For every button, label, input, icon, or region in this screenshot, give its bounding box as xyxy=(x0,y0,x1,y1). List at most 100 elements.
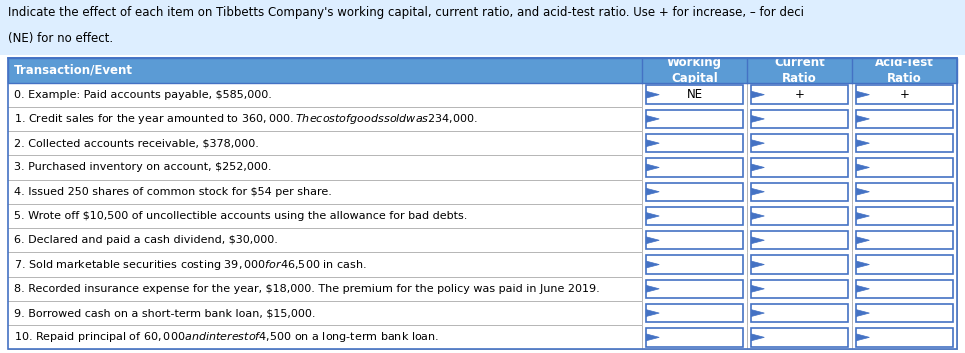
Bar xyxy=(647,134,743,152)
Text: 2. Collected accounts receivable, $378,000.: 2. Collected accounts receivable, $378,0… xyxy=(14,138,259,148)
Bar xyxy=(752,231,848,250)
Polygon shape xyxy=(647,164,659,171)
Polygon shape xyxy=(647,334,659,341)
Bar xyxy=(856,110,953,128)
Bar xyxy=(752,304,848,322)
Bar xyxy=(8,228,957,252)
Bar xyxy=(747,277,852,301)
Polygon shape xyxy=(647,115,659,122)
Bar xyxy=(752,328,848,347)
Bar xyxy=(852,325,957,349)
Text: NE: NE xyxy=(686,88,703,101)
Polygon shape xyxy=(752,189,764,195)
Text: 10. Repaid principal of $60,000 and interest of $4,500 on a long-term bank loan.: 10. Repaid principal of $60,000 and inte… xyxy=(14,330,439,344)
Bar xyxy=(8,83,957,107)
Bar xyxy=(852,107,957,131)
Polygon shape xyxy=(752,164,764,171)
Bar xyxy=(747,107,852,131)
Bar xyxy=(642,83,747,107)
Bar xyxy=(852,131,957,155)
Bar xyxy=(8,58,957,83)
Bar xyxy=(8,58,957,349)
Text: Transaction/Event: Transaction/Event xyxy=(14,64,132,77)
Polygon shape xyxy=(647,285,659,292)
Bar xyxy=(747,204,852,228)
Bar xyxy=(752,207,848,225)
Text: 8. Recorded insurance expense for the year, $18,000. The premium for the policy : 8. Recorded insurance expense for the ye… xyxy=(14,284,599,294)
Bar xyxy=(747,83,852,107)
Bar xyxy=(647,304,743,322)
Bar xyxy=(856,85,953,104)
Bar xyxy=(852,83,957,107)
Bar xyxy=(856,328,953,347)
Text: Acid-Test
Ratio: Acid-Test Ratio xyxy=(875,56,934,85)
Polygon shape xyxy=(856,189,869,195)
Bar xyxy=(747,252,852,277)
Polygon shape xyxy=(752,213,764,219)
Bar xyxy=(642,155,747,180)
Bar xyxy=(752,255,848,274)
Polygon shape xyxy=(856,310,869,316)
Bar xyxy=(642,204,747,228)
Bar xyxy=(752,110,848,128)
Bar xyxy=(8,58,957,83)
Bar xyxy=(856,134,953,152)
Bar xyxy=(852,252,957,277)
Bar xyxy=(647,280,743,298)
Bar xyxy=(647,207,743,225)
Text: 5. Wrote off $10,500 of uncollectible accounts using the allowance for bad debts: 5. Wrote off $10,500 of uncollectible ac… xyxy=(14,211,467,221)
Bar xyxy=(647,85,743,104)
Bar xyxy=(647,231,743,250)
Bar xyxy=(852,180,957,204)
Bar xyxy=(856,158,953,176)
Polygon shape xyxy=(647,91,659,98)
Text: 7. Sold marketable securities costing $39,000 for $46,500 in cash.: 7. Sold marketable securities costing $3… xyxy=(14,258,366,271)
Bar xyxy=(856,207,953,225)
Bar xyxy=(647,183,743,201)
Polygon shape xyxy=(752,115,764,122)
Bar xyxy=(8,301,957,325)
Bar xyxy=(642,252,747,277)
Bar xyxy=(752,85,848,104)
Polygon shape xyxy=(856,261,869,268)
Polygon shape xyxy=(856,213,869,219)
Polygon shape xyxy=(752,91,764,98)
Bar xyxy=(642,131,747,155)
Bar xyxy=(8,252,957,277)
Bar xyxy=(856,280,953,298)
Bar xyxy=(647,158,743,176)
Polygon shape xyxy=(856,285,869,292)
Bar xyxy=(647,255,743,274)
Bar xyxy=(752,280,848,298)
Polygon shape xyxy=(647,140,659,146)
Bar xyxy=(852,277,957,301)
Bar xyxy=(852,204,957,228)
Bar xyxy=(642,228,747,252)
Bar xyxy=(8,277,957,301)
Text: (NE) for no effect.: (NE) for no effect. xyxy=(8,32,113,45)
Polygon shape xyxy=(647,189,659,195)
Text: 9. Borrowed cash on a short-term bank loan, $15,000.: 9. Borrowed cash on a short-term bank lo… xyxy=(14,308,315,318)
Bar xyxy=(8,107,957,131)
Polygon shape xyxy=(752,285,764,292)
Bar xyxy=(747,155,852,180)
Bar xyxy=(642,107,747,131)
Polygon shape xyxy=(856,237,869,244)
Polygon shape xyxy=(752,237,764,244)
Polygon shape xyxy=(752,140,764,146)
Bar xyxy=(747,131,852,155)
Bar xyxy=(642,277,747,301)
Polygon shape xyxy=(647,213,659,219)
Bar xyxy=(856,183,953,201)
Bar xyxy=(747,325,852,349)
Bar xyxy=(852,228,957,252)
Text: 4. Issued 250 shares of common stock for $54 per share.: 4. Issued 250 shares of common stock for… xyxy=(14,187,331,197)
Bar xyxy=(856,304,953,322)
Polygon shape xyxy=(856,115,869,122)
Bar xyxy=(8,325,957,349)
Bar xyxy=(852,301,957,325)
Bar xyxy=(8,131,957,155)
Polygon shape xyxy=(647,237,659,244)
Text: +: + xyxy=(899,88,910,101)
Bar xyxy=(752,183,848,201)
